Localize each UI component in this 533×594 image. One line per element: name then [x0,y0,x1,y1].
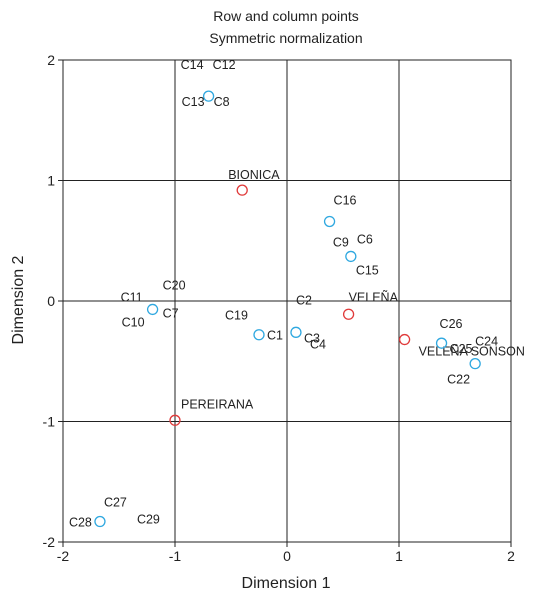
point-label: C13 [182,95,205,109]
data-point [253,329,265,341]
point-label: C28 [69,516,92,530]
point-label: C10 [122,315,145,329]
point-label: C2 [296,293,312,307]
data-point [345,250,357,263]
point-label: C3 [304,331,320,345]
data-point [342,308,355,320]
point-label: VELEÑA SONSON [419,345,525,359]
point-label: C6 [357,232,373,246]
data-point [146,303,159,316]
point-label: C19 [225,309,248,323]
data-point [398,333,411,346]
y-tick-label: -1 [43,414,56,430]
data-point [202,90,215,102]
point-label: C11 [121,290,143,304]
point-label: C8 [214,95,230,109]
x-axis-label: Dimension 1 [242,575,331,592]
plot-area: -2 -1 0 1 2 -2 -1 0 1 2 BIONICA VELEÑA VELEÑA SONSON… [43,52,525,564]
data-point [469,358,481,370]
x-tick-label: 1 [395,548,403,564]
x-tick-label: 2 [507,548,515,564]
point-label: BIONICA [228,168,280,182]
point-label: C25 [450,342,473,356]
point-label: C14 [181,58,204,72]
point-label: PEREIRANA [181,397,254,411]
chart-title: Row and column points [213,8,359,24]
point-label: C20 [163,278,186,292]
x-tick-label: -1 [169,548,182,564]
point-label: C7 [163,306,179,320]
point-label: C27 [104,496,127,510]
point-label: C24 [475,335,498,349]
point-label: C4 [310,337,326,351]
point-label: C9 [333,235,349,249]
y-tick-label: -2 [43,534,56,550]
y-tick-label: 2 [47,52,55,68]
point-label: C29 [137,513,160,527]
point-label: C26 [440,317,463,331]
x-tick-label: -2 [57,548,70,564]
y-tick-label: 0 [47,293,55,309]
x-tick-label: 0 [283,548,291,564]
data-point [323,215,336,228]
point-label: C16 [334,193,357,207]
chart-subtitle: Symmetric normalization [209,30,362,46]
point-label: C22 [447,373,470,387]
data-point [290,326,302,338]
data-point [94,515,106,528]
data-point [435,337,448,349]
point-label: C1 [267,329,283,343]
point-label: C15 [356,263,379,277]
data-point [236,184,248,196]
point-label: C12 [213,58,236,72]
data-point [169,414,181,426]
point-label: VELEÑA [349,290,399,304]
y-axis-label: Dimension 2 [10,255,27,344]
y-tick-label: 1 [47,173,55,189]
